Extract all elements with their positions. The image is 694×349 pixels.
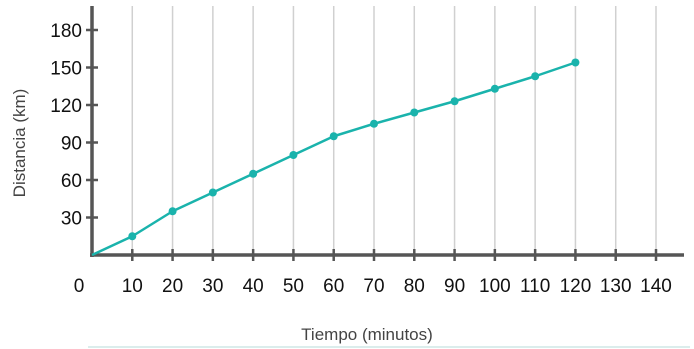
x-tick-label: 40 xyxy=(243,276,264,297)
axis-layer xyxy=(86,6,684,261)
y-tick-label: 60 xyxy=(61,171,82,192)
data-point xyxy=(531,72,540,81)
data-point xyxy=(450,97,459,106)
x-tick-label: 60 xyxy=(323,276,344,297)
x-tick-label: 80 xyxy=(404,276,425,297)
data-point xyxy=(289,151,298,159)
y-tick-label: 90 xyxy=(61,134,82,155)
x-tick-label: 10 xyxy=(122,276,143,297)
y-axis-title: Distancia (km) xyxy=(10,89,29,198)
data-point xyxy=(208,188,217,197)
x-tick-label: 140 xyxy=(640,276,672,297)
x-tick-label: 0 xyxy=(74,276,85,297)
x-tick-label: 100 xyxy=(479,276,511,297)
grid-layer xyxy=(131,6,657,255)
data-point xyxy=(329,132,338,141)
data-point xyxy=(370,119,378,128)
data-point xyxy=(410,108,419,117)
x-tick-label: 50 xyxy=(283,276,304,297)
x-tick-label: 30 xyxy=(202,276,223,297)
x-tick-label: 70 xyxy=(363,276,384,297)
x-axis-title: Tiempo (minutos) xyxy=(301,325,433,344)
x-tick-label: 120 xyxy=(560,276,592,297)
x-tick-label: 20 xyxy=(162,276,183,297)
y-tick-label: 120 xyxy=(50,96,82,117)
y-tick-label: 180 xyxy=(50,21,82,42)
data-point xyxy=(571,58,580,67)
x-tick-label: 90 xyxy=(444,276,465,297)
series-layer xyxy=(91,58,580,257)
data-point xyxy=(128,232,137,241)
y-tick-label: 30 xyxy=(61,209,82,230)
data-point xyxy=(168,207,177,216)
data-point xyxy=(490,84,499,93)
data-point xyxy=(249,169,258,178)
x-tick-label: 110 xyxy=(520,276,550,297)
label-layer: 30 60 90 120 150 180 0 10 20 30 40 50 60 70 80 90 100 110… xyxy=(50,21,672,297)
y-tick-label: 150 xyxy=(50,59,82,80)
x-tick-label: 130 xyxy=(600,276,632,297)
